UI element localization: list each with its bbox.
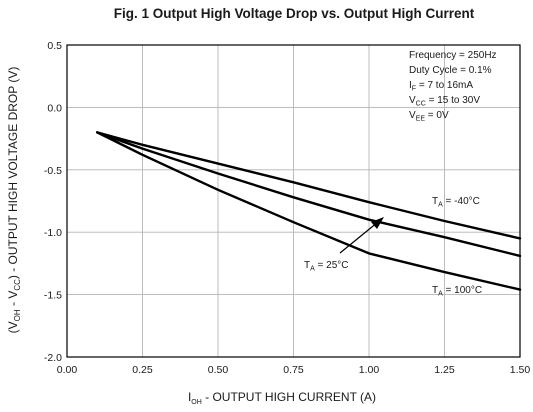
condition-line-2: Duty Cycle = 0.1% xyxy=(409,65,492,76)
chart-title: Fig. 1 Output High Voltage Drop vs. Outp… xyxy=(114,6,475,21)
label-ta-100: TA = 100°C xyxy=(432,285,482,298)
y-tick-label: -1.0 xyxy=(44,227,62,239)
x-tick-labels: 0.00 0.25 0.50 0.75 1.00 1.25 1.50 xyxy=(57,364,531,376)
y-tick-label: 0.5 xyxy=(47,40,62,52)
x-tick-label: 0.50 xyxy=(208,364,229,376)
condition-line-3: IF = 7 to 16mA xyxy=(409,80,473,93)
series-line xyxy=(95,131,522,240)
series-line xyxy=(95,131,522,258)
x-tick-label: 1.00 xyxy=(359,364,380,376)
x-tick-label: 0.75 xyxy=(283,364,304,376)
label-ta-minus40: TA = -40°C xyxy=(432,196,480,209)
series-lines xyxy=(95,131,522,291)
x-tick-label: 0.00 xyxy=(57,364,78,376)
y-tick-label: 0.0 xyxy=(47,102,62,114)
x-tick-label: 1.25 xyxy=(434,364,455,376)
arrow-25c xyxy=(339,217,384,254)
y-tick-label: -0.5 xyxy=(44,165,62,177)
plot-frame xyxy=(66,44,521,358)
y-tick-label: -1.5 xyxy=(44,290,62,302)
y-tick-label: -2.0 xyxy=(44,352,62,364)
condition-line-1: Frequency = 250Hz xyxy=(409,50,497,61)
series-line xyxy=(95,131,522,291)
arrow-head xyxy=(371,217,384,229)
conditions-annotation: Frequency = 250Hz Duty Cycle = 0.1% IF =… xyxy=(409,50,497,123)
label-ta-25: TA = 25°C xyxy=(304,260,349,273)
condition-line-5: VEE = 0V xyxy=(409,110,449,123)
y-tick-labels: 0.5 0.0 -0.5 -1.0 -1.5 -2.0 xyxy=(44,40,62,364)
condition-line-4: VCC = 15 to 30V xyxy=(409,95,480,108)
y-axis-label: (VOH - VCC) - OUTPUT HIGH VOLTAGE DROP (… xyxy=(6,67,22,334)
x-tick-label: 1.50 xyxy=(510,364,531,376)
x-tick-label: 0.25 xyxy=(132,364,153,376)
arrow-shaft xyxy=(339,221,379,254)
x-axis-label: IOH - OUTPUT HIGH CURRENT (A) xyxy=(188,390,376,406)
